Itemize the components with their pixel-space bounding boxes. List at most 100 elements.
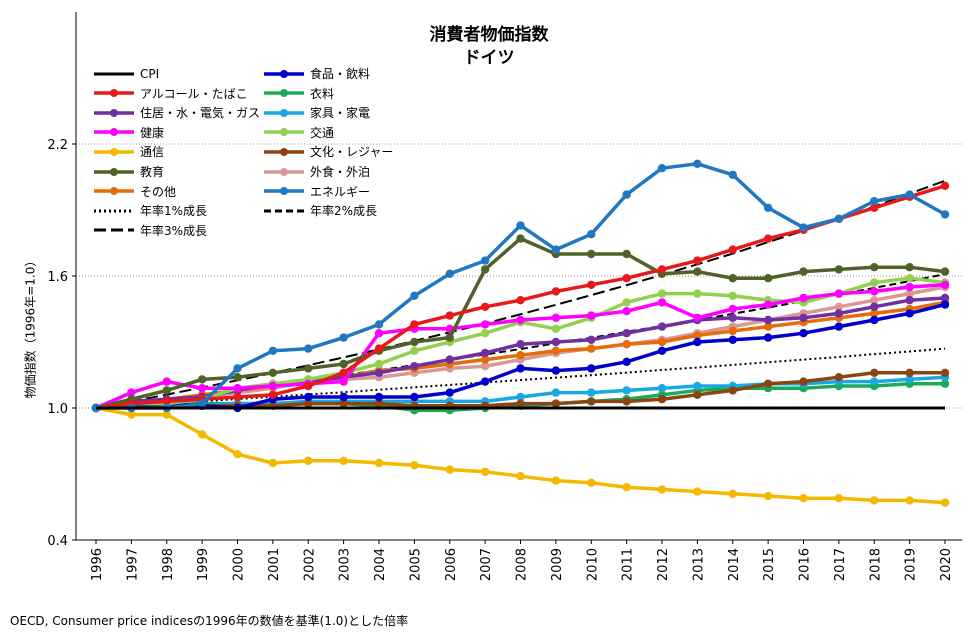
- legend-swatch: [94, 167, 134, 176]
- legend-label: 文化・レジャー: [310, 145, 394, 160]
- series-6-point: [197, 384, 207, 393]
- series-8-point: [304, 456, 313, 465]
- series-10-point: [480, 265, 490, 274]
- series-6-point: [268, 381, 278, 391]
- series-16-line: [95, 179, 946, 409]
- legend-swatch: [94, 187, 134, 196]
- series-4-point: [587, 335, 596, 344]
- series-6-point: [657, 298, 667, 307]
- series-13-point: [551, 245, 561, 254]
- series-13-point: [693, 159, 702, 168]
- series-10-point: [339, 359, 348, 369]
- legend-swatch-marker: [280, 167, 288, 176]
- series-11-point: [905, 289, 914, 298]
- legend-item: CPI: [92, 64, 159, 83]
- x-tick-label: 2014: [727, 548, 742, 581]
- legend-swatch-marker: [280, 108, 288, 117]
- series-1-point: [799, 329, 808, 338]
- series-12-point: [870, 309, 879, 318]
- x-tick-label: 2017: [833, 548, 848, 581]
- x-tick-label: 2001: [267, 548, 282, 581]
- series-2-point: [551, 287, 561, 296]
- legend-swatch: [264, 128, 304, 137]
- series-6-point: [799, 293, 808, 303]
- series-2-point: [268, 390, 278, 399]
- series-1-point: [728, 335, 737, 344]
- series-9-point: [374, 399, 384, 408]
- series-13-point: [870, 197, 879, 206]
- series-9-point: [551, 399, 561, 408]
- series-8-point: [551, 476, 561, 485]
- legend-label: 年率2%成長: [310, 204, 378, 219]
- series-10-point: [304, 364, 313, 373]
- legend-label: 年率3%成長: [140, 223, 208, 238]
- x-tick-label: 2007: [479, 548, 494, 581]
- series-5-point: [905, 375, 914, 384]
- series-7-point: [728, 291, 737, 300]
- series-9-point: [905, 368, 914, 377]
- legend-swatch-marker: [110, 147, 118, 156]
- legend-label: エネルギー: [310, 184, 371, 199]
- legend-item: その他: [92, 182, 176, 201]
- series-6-point: [587, 311, 596, 320]
- series-9-point: [657, 395, 667, 404]
- series-11-point: [834, 302, 844, 311]
- series-2-point: [622, 274, 631, 283]
- series-13-point: [587, 230, 596, 239]
- series-9-point: [728, 386, 737, 395]
- series-13-point: [516, 221, 525, 230]
- series-6-point: [516, 315, 525, 325]
- series-9-point: [834, 373, 844, 382]
- series-7-point: [410, 346, 419, 355]
- series-8-point: [268, 458, 278, 468]
- series-4-point: [445, 355, 454, 364]
- series-10-point: [905, 263, 914, 272]
- legend-swatch-marker: [110, 128, 118, 137]
- series-13-point: [197, 399, 207, 408]
- legend-label: その他: [140, 184, 177, 199]
- x-tick-label: 1996: [90, 548, 105, 581]
- x-tick-label: 2008: [515, 548, 530, 581]
- legend-item: 通信: [92, 142, 164, 161]
- series-4-point: [410, 362, 419, 371]
- series-1-point: [516, 364, 525, 373]
- legend-swatch: [94, 147, 134, 156]
- series-4-point: [799, 313, 808, 322]
- x-tick-label: 2020: [939, 548, 954, 581]
- series-8-point: [480, 467, 490, 476]
- series-6-point: [834, 289, 844, 298]
- series-8-point: [799, 494, 808, 503]
- series-2-point: [693, 256, 702, 265]
- series-9-point: [940, 368, 950, 377]
- series-7-point: [905, 274, 914, 283]
- x-tick-label: 2011: [621, 548, 636, 581]
- legend-swatch: [94, 128, 134, 137]
- series-5-point: [551, 388, 561, 397]
- series-2-point: [480, 302, 490, 311]
- series-9-point: [622, 397, 631, 406]
- series-10-point: [162, 386, 171, 395]
- series-12-point: [728, 326, 737, 336]
- series-10-point: [799, 267, 808, 276]
- series-8-point: [622, 483, 631, 492]
- series-4-point: [834, 309, 844, 318]
- series-10-point: [445, 333, 454, 342]
- series-8-point: [410, 461, 419, 470]
- series-4-point: [657, 322, 667, 331]
- y-tick-label: 2.2: [47, 138, 68, 153]
- series-1-point: [551, 366, 561, 375]
- x-tick-label: 2016: [798, 548, 813, 581]
- series-13-point: [905, 190, 914, 199]
- series-8-point: [445, 465, 454, 474]
- series-2-point: [657, 265, 667, 274]
- legend-swatch: [264, 187, 304, 196]
- series-1-point: [763, 333, 773, 342]
- series-10-point: [197, 375, 207, 384]
- x-tick-label: 2012: [656, 548, 671, 581]
- series-10-point: [622, 249, 631, 259]
- x-tick-label: 2006: [444, 548, 459, 581]
- chart-subtitle: ドイツ: [463, 48, 515, 68]
- legend-item: 交通: [262, 123, 334, 142]
- series-4-point: [516, 340, 525, 349]
- series-6-point: [162, 377, 171, 386]
